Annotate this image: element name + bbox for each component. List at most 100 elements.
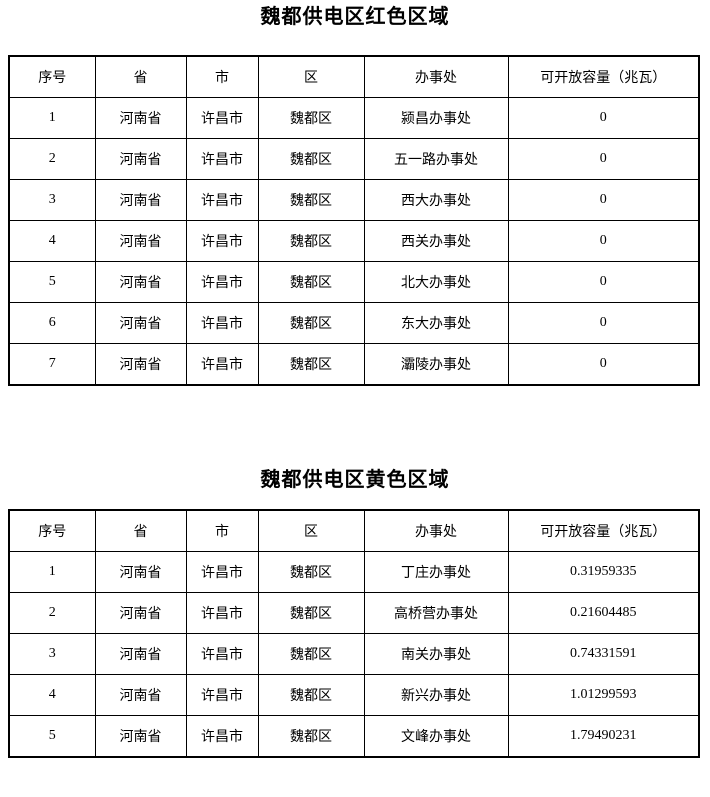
table-cell: 魏都区: [257, 220, 365, 262]
table-cell: 3: [8, 179, 96, 221]
table-cell: 河南省: [94, 592, 187, 634]
header-cell: 省: [94, 509, 187, 552]
table-cell: 0: [507, 302, 700, 344]
header-cell: 区: [257, 55, 365, 98]
header-cell: 办事处: [363, 55, 509, 98]
table-cell: 0.31959335: [507, 551, 700, 593]
table-row: 3 河南省 许昌市 魏都区 西大办事处 0: [8, 179, 700, 221]
table-cell: 文峰办事处: [363, 715, 509, 758]
header-cell: 市: [185, 509, 259, 552]
table-cell: 河南省: [94, 261, 187, 303]
table-cell: 魏都区: [257, 261, 365, 303]
table-cell: 0: [507, 261, 700, 303]
table-cell: 0: [507, 220, 700, 262]
table-cell: 3: [8, 633, 96, 675]
table-cell: 高桥营办事处: [363, 592, 509, 634]
table-cell: 许昌市: [185, 220, 259, 262]
header-cell: 序号: [8, 55, 96, 98]
table-cell: 河南省: [94, 138, 187, 180]
table-cell: 河南省: [94, 97, 187, 139]
header-cell: 可开放容量（兆瓦）: [507, 55, 700, 98]
table-cell: 0: [507, 97, 700, 139]
table-cell: 0.74331591: [507, 633, 700, 675]
table-cell: 1: [8, 551, 96, 593]
yellow-zone-table: 序号省市区办事处 可开放容量（兆瓦） 1 河南省 许昌市 魏都区 丁庄办事处 0.31959…: [8, 509, 700, 758]
header-cell: 市: [185, 55, 259, 98]
header-cell: 区: [257, 509, 365, 552]
header-cell: 办事处: [363, 509, 509, 552]
table-row: 2 河南省 许昌市 魏都区 五一路办事处 0: [8, 138, 700, 180]
table-row: 2 河南省 许昌市 魏都区 高桥营办事处 0.21604485: [8, 592, 700, 634]
table-cell: 西关办事处: [363, 220, 509, 262]
table-cell: 许昌市: [185, 302, 259, 344]
table-cell: 魏都区: [257, 633, 365, 675]
yellow-zone-table-head: 序号省市区办事处 可开放容量（兆瓦）: [8, 509, 700, 552]
header-cell: 可开放容量（兆瓦）: [507, 509, 700, 552]
table-cell: 1.01299593: [507, 674, 700, 716]
table-row: 7 河南省 许昌市 魏都区 灞陵办事处 0: [8, 343, 700, 386]
table-cell: 颍昌办事处: [363, 97, 509, 139]
table-cell: 0: [507, 343, 700, 386]
table-cell: 魏都区: [257, 97, 365, 139]
table-cell: 4: [8, 220, 96, 262]
table-cell: 许昌市: [185, 261, 259, 303]
table-cell: 北大办事处: [363, 261, 509, 303]
table-row: 4 河南省 许昌市 魏都区 西关办事处 0: [8, 220, 700, 262]
table-cell: 魏都区: [257, 715, 365, 758]
table-cell: 许昌市: [185, 592, 259, 634]
header-cell: 序号: [8, 509, 96, 552]
table-cell: 河南省: [94, 179, 187, 221]
table-cell: 许昌市: [185, 633, 259, 675]
table-cell: 许昌市: [185, 97, 259, 139]
table-cell: 1.79490231: [507, 715, 700, 758]
table-cell: 东大办事处: [363, 302, 509, 344]
header-row: 序号省市区办事处 可开放容量（兆瓦）: [8, 55, 700, 98]
table-cell: 河南省: [94, 633, 187, 675]
table-cell: 许昌市: [185, 551, 259, 593]
table-cell: 7: [8, 343, 96, 386]
table-row: 6 河南省 许昌市 魏都区 东大办事处 0: [8, 302, 700, 344]
table-cell: 1: [8, 97, 96, 139]
table-cell: 魏都区: [257, 551, 365, 593]
header-row: 序号省市区办事处 可开放容量（兆瓦）: [8, 509, 700, 552]
table-cell: 丁庄办事处: [363, 551, 509, 593]
table-cell: 魏都区: [257, 592, 365, 634]
yellow-zone-section: 魏都供电区黄色区域 序号省市区办事处 可开放容量（兆瓦） 1 河南省 许昌市 魏都区 丁庄…: [0, 386, 710, 758]
table-cell: 魏都区: [257, 302, 365, 344]
table-cell: 南关办事处: [363, 633, 509, 675]
table-cell: 许昌市: [185, 179, 259, 221]
table-cell: 河南省: [94, 551, 187, 593]
table-cell: 0.21604485: [507, 592, 700, 634]
table-cell: 河南省: [94, 674, 187, 716]
red-zone-title: 魏都供电区红色区域: [260, 6, 450, 28]
table-cell: 0: [507, 179, 700, 221]
table-row: 3 河南省 许昌市 魏都区 南关办事处 0.74331591: [8, 633, 700, 675]
table-cell: 许昌市: [185, 343, 259, 386]
table-row: 1 河南省 许昌市 魏都区 丁庄办事处 0.31959335: [8, 551, 700, 593]
table-cell: 河南省: [94, 715, 187, 758]
table-cell: 4: [8, 674, 96, 716]
red-zone-table-head: 序号省市区办事处 可开放容量（兆瓦）: [8, 55, 700, 98]
yellow-zone-table-body: 1 河南省 许昌市 魏都区 丁庄办事处 0.31959335 2 河南省 许昌市 魏都区 高桥营办事…: [8, 551, 700, 758]
table-cell: 魏都区: [257, 674, 365, 716]
table-cell: 许昌市: [185, 138, 259, 180]
table-cell: 河南省: [94, 343, 187, 386]
table-row: 5 河南省 许昌市 魏都区 北大办事处 0: [8, 261, 700, 303]
table-cell: 新兴办事处: [363, 674, 509, 716]
table-row: 4 河南省 许昌市 魏都区 新兴办事处 1.01299593: [8, 674, 700, 716]
header-cell: 省: [94, 55, 187, 98]
table-cell: 魏都区: [257, 343, 365, 386]
table-cell: 灞陵办事处: [363, 343, 509, 386]
red-zone-section: 魏都供电区红色区域 序号省市区办事处 可开放容量（兆瓦） 1 河南省 许昌市 魏都区 颍昌…: [0, 0, 710, 386]
table-cell: 6: [8, 302, 96, 344]
red-zone-table: 序号省市区办事处 可开放容量（兆瓦） 1 河南省 许昌市 魏都区 颍昌办事处 0 2 河南省 许昌…: [8, 55, 700, 386]
table-cell: 五一路办事处: [363, 138, 509, 180]
table-cell: 2: [8, 592, 96, 634]
table-cell: 河南省: [94, 220, 187, 262]
table-row: 5 河南省 许昌市 魏都区 文峰办事处 1.79490231: [8, 715, 700, 758]
table-cell: 许昌市: [185, 715, 259, 758]
table-cell: 0: [507, 138, 700, 180]
table-cell: 5: [8, 715, 96, 758]
red-zone-table-body: 1 河南省 许昌市 魏都区 颍昌办事处 0 2 河南省 许昌市 魏都区 五一路办事处 0 3 河南省 许昌市…: [8, 97, 700, 386]
